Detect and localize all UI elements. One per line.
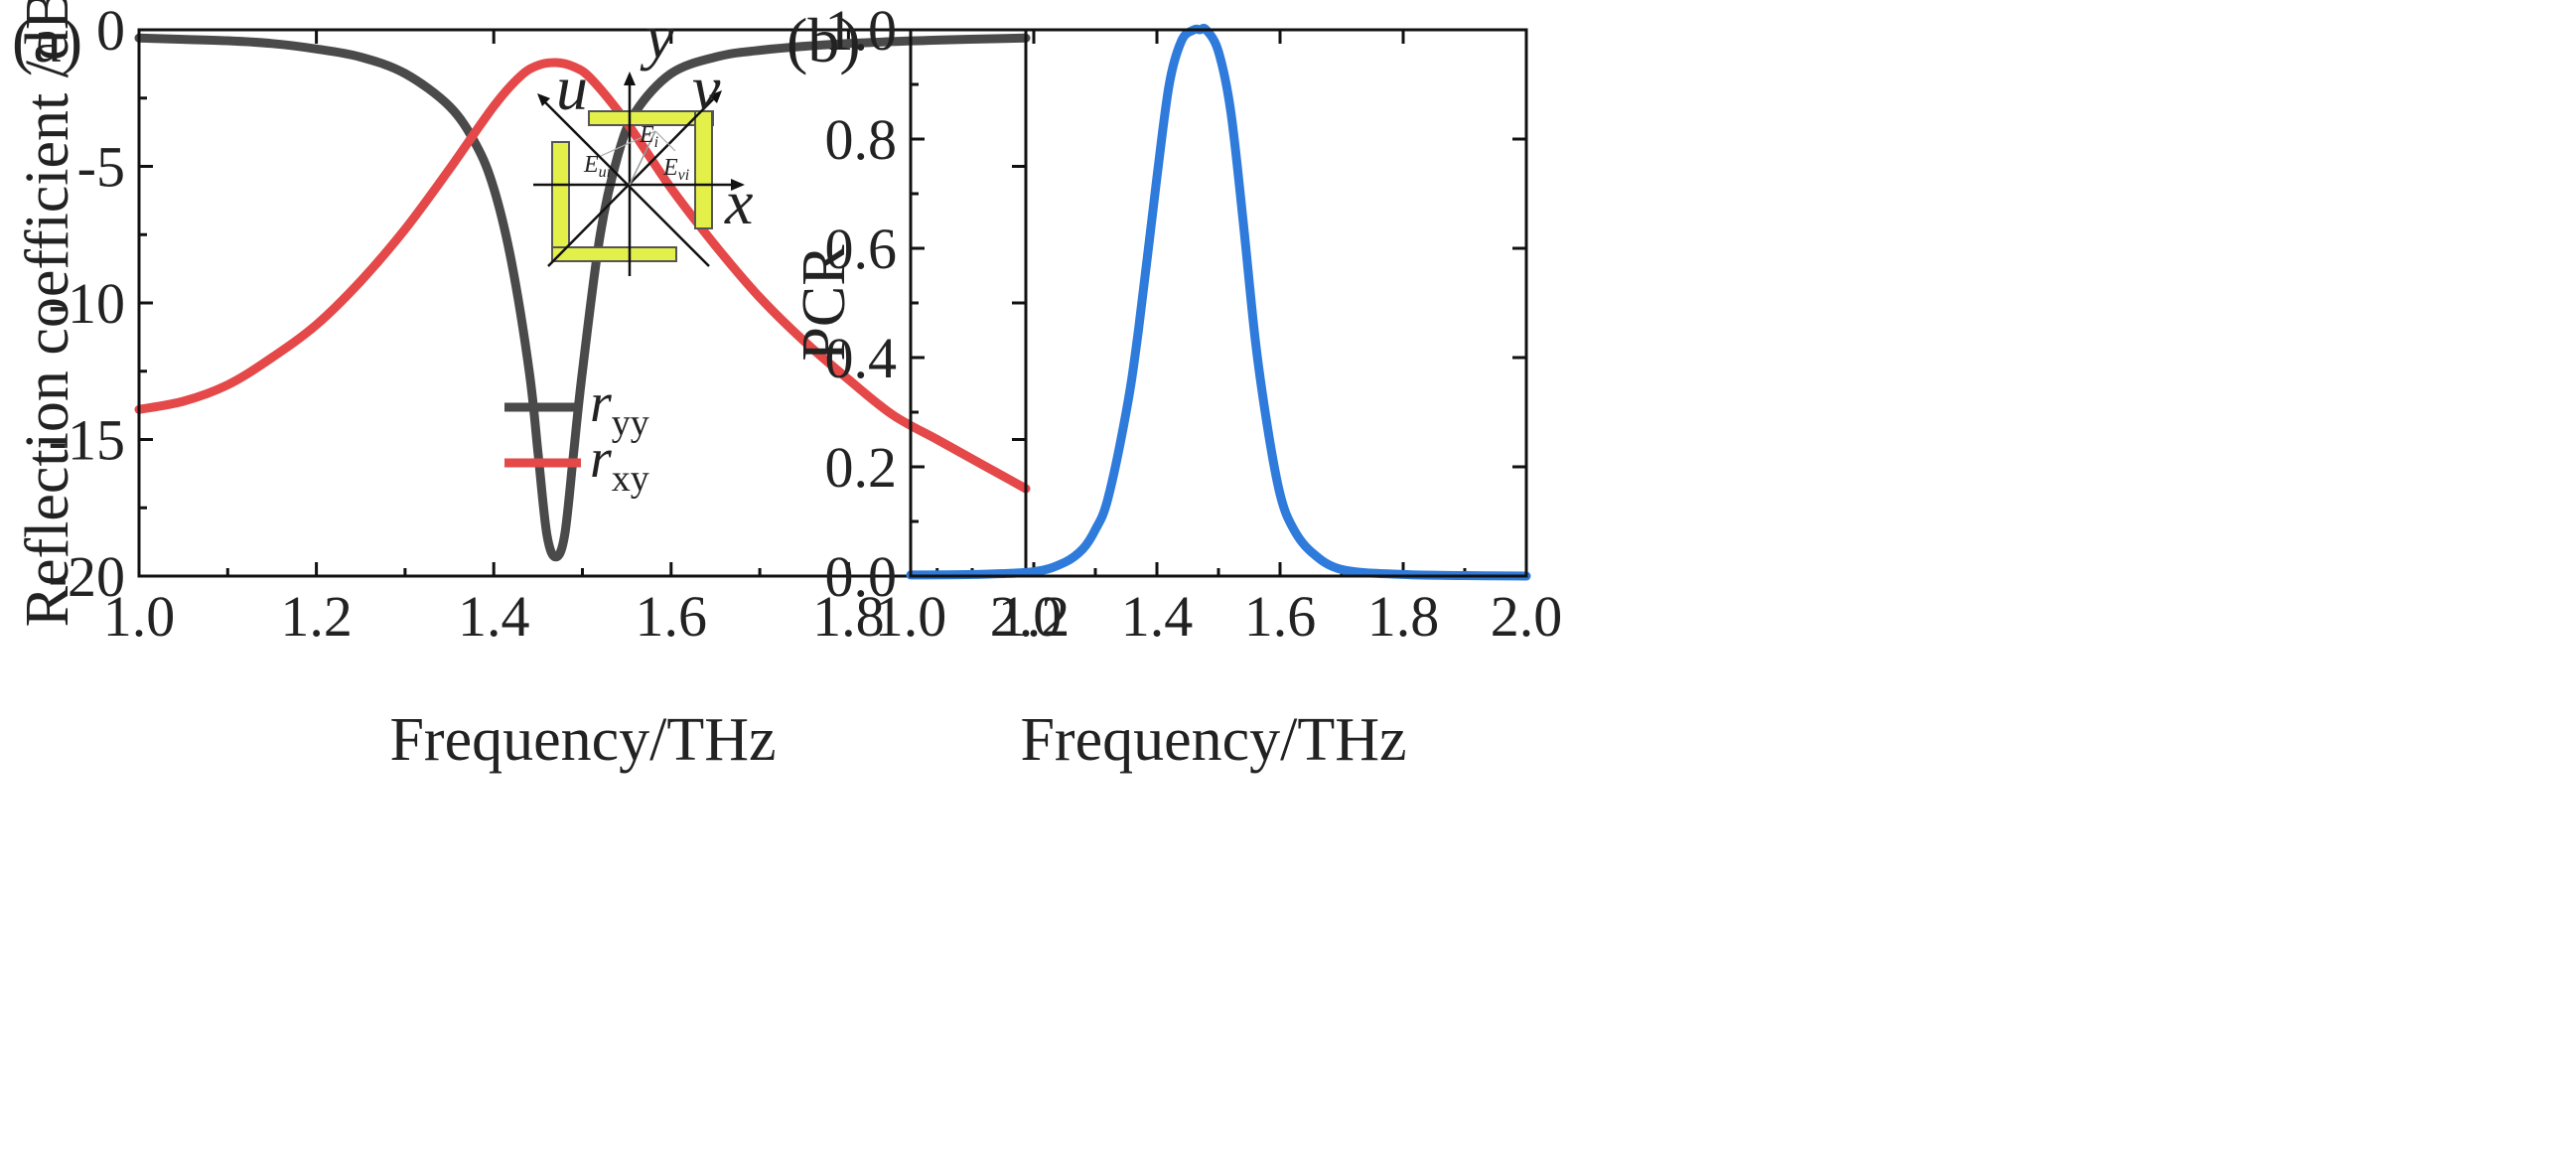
panel-a-label: (a)	[12, 5, 82, 75]
x-tick-label: 1.6	[636, 584, 708, 649]
panel-a-legend: ryy rxy	[504, 372, 649, 500]
x-tick-label: 1.6	[1244, 584, 1317, 649]
x-tick-label: 1.4	[1121, 584, 1194, 649]
panel-b-y-axis-title: PCR	[790, 244, 858, 362]
inset-v-arrowhead	[709, 90, 722, 103]
inset-axis-label-v: v	[692, 53, 721, 123]
inset-incident-field-line	[629, 130, 656, 186]
panel-a-ticks: 1.0 1.2 1.4 1.6 1.8 2.0 0 -5 -10 -15 -20	[49, 0, 1063, 649]
y-tick-label: 1.0	[825, 0, 898, 63]
panel-a-plot-frame	[137, 28, 1028, 578]
x-tick-label: 1.8	[1367, 584, 1440, 649]
inset-field-projection-v	[654, 130, 676, 152]
y-tick-label: 0.2	[825, 435, 898, 500]
x-tick-label: 1.8	[812, 584, 885, 649]
inset-label-e-i: Ei	[639, 122, 658, 151]
x-tick-label: 1.2	[998, 584, 1071, 649]
inset-bar-bottom	[551, 246, 677, 262]
panel-b-plot-frame	[909, 28, 1528, 578]
x-tick-label: 2.0	[990, 584, 1063, 649]
x-tick-label: 1.0	[875, 584, 947, 649]
x-tick-label: 1.4	[458, 584, 530, 649]
inset-axis-label-y: y	[640, 1, 674, 72]
y-tick-label: 0.0	[825, 544, 898, 609]
panel-a-reflection-chart: (a) Reflection coefficient /dB Frequency…	[12, 0, 1062, 774]
panel-a-x-axis-title: Frequency/THz	[389, 706, 776, 774]
panel-b-ticks: 1.0 1.2 1.4 1.6 1.8 2.0 0.0 0.2 0.4 0.6 0.8 1.0	[825, 0, 1563, 649]
inset-axis-label-x: x	[724, 167, 753, 237]
y-tick-label: 0	[96, 0, 125, 63]
x-tick-label: 1.0	[103, 584, 176, 649]
metasurface-unit-cell-inset: x y u v Eui Ei Evi	[533, 1, 753, 276]
inset-x-arrowhead	[731, 179, 745, 191]
inset-field-projection-u	[600, 130, 656, 157]
inset-bar-right	[694, 110, 713, 229]
panel-a-series	[134, 33, 1031, 562]
inset-u-arrowhead	[537, 93, 550, 106]
inset-label-e-ui: Eui	[583, 152, 611, 181]
panel-b-x-axis-title: Frequency/THz	[1020, 706, 1406, 774]
series-line-r-xy	[134, 58, 1031, 494]
panel-b-label: (b)	[787, 5, 861, 75]
panel-a-y-axis-title: Reflection coefficient /dB	[14, 0, 81, 627]
y-tick-label: -20	[49, 544, 125, 609]
legend-label-r-xy: rxy	[590, 428, 649, 500]
y-tick-label: -10	[49, 271, 125, 336]
inset-axis-label-u: u	[556, 53, 588, 123]
y-tick-label: 0.8	[825, 107, 898, 172]
x-tick-label: 1.2	[280, 584, 353, 649]
inset-bar-left	[551, 141, 570, 260]
y-tick-label: -5	[77, 135, 125, 200]
y-tick-label: 0.4	[825, 326, 898, 390]
panel-b-pcr-chart: (b) PCR Frequency/THz 1.0 1.2 1.4 1.6 1.8 2.0…	[787, 0, 1562, 774]
legend-label-r-yy: ryy	[590, 372, 649, 444]
y-tick-label: -15	[49, 408, 125, 473]
inset-y-arrowhead	[624, 72, 636, 85]
x-tick-label: 2.0	[1491, 584, 1563, 649]
inset-diagonal-nw	[541, 98, 710, 267]
series-line-pcr	[906, 23, 1531, 581]
series-line-r-yy	[134, 33, 1031, 562]
panel-b-series	[906, 23, 1531, 581]
y-tick-label: 0.6	[825, 217, 898, 281]
inset-label-e-vi: Evi	[662, 155, 689, 184]
